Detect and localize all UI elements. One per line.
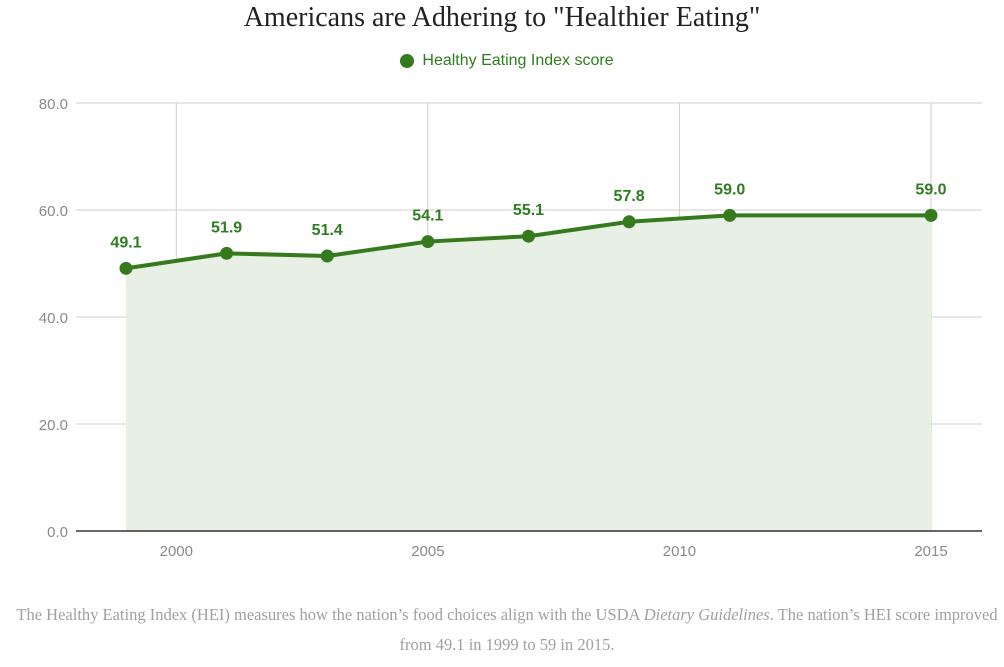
data-point — [421, 235, 435, 249]
data-label: 51.9 — [211, 219, 242, 236]
series-line — [124, 213, 933, 271]
x-tick-label: 2000 — [160, 543, 193, 560]
y-tick-label: 60.0 — [39, 203, 68, 220]
y-tick-label: 0.0 — [47, 524, 68, 541]
data-point — [220, 246, 234, 260]
x-tick-label: 2010 — [663, 543, 696, 560]
data-point — [622, 215, 636, 229]
legend-item[interactable]: Healthy Eating Index score — [400, 52, 614, 70]
caption-text-end: . The nation’s HEI score improved from 4… — [399, 605, 998, 654]
data-label: 49.1 — [110, 234, 141, 251]
series-area — [126, 215, 931, 531]
data-label: 54.1 — [412, 208, 443, 225]
data-label: 59.0 — [915, 181, 946, 198]
chart-legend: Healthy Eating Index score — [0, 52, 1004, 73]
chart-plot: 0.0 20.0 40.0 60.0 80.0 2000 2005 2010 2015 49.1 5… — [39, 96, 982, 560]
chart-caption: The Healthy Eating Index (HEI) measures … — [12, 600, 1002, 660]
x-tick-label: 2015 — [914, 543, 947, 560]
legend-label: Healthy Eating Index score — [422, 52, 614, 69]
data-label: 55.1 — [513, 202, 544, 219]
data-label: 57.8 — [614, 188, 645, 205]
y-tick-label: 20.0 — [39, 417, 68, 434]
y-tick-label: 40.0 — [39, 310, 68, 327]
data-point — [119, 261, 133, 275]
chart-title: Americans are Adhering to "Healthier Eat… — [243, 2, 761, 33]
legend-marker-icon — [400, 54, 415, 68]
x-tick-label: 2005 — [411, 543, 444, 560]
y-tick-label: 80.0 — [39, 96, 68, 113]
data-point — [723, 208, 737, 222]
data-label: 51.4 — [312, 222, 343, 239]
data-point — [924, 208, 938, 222]
data-point — [320, 249, 334, 263]
caption-text: The Healthy Eating Index (HEI) measures … — [16, 605, 644, 624]
data-point — [522, 229, 535, 243]
caption-emphasis: Dietary Guidelines — [643, 605, 770, 624]
data-label: 59.0 — [714, 181, 745, 198]
